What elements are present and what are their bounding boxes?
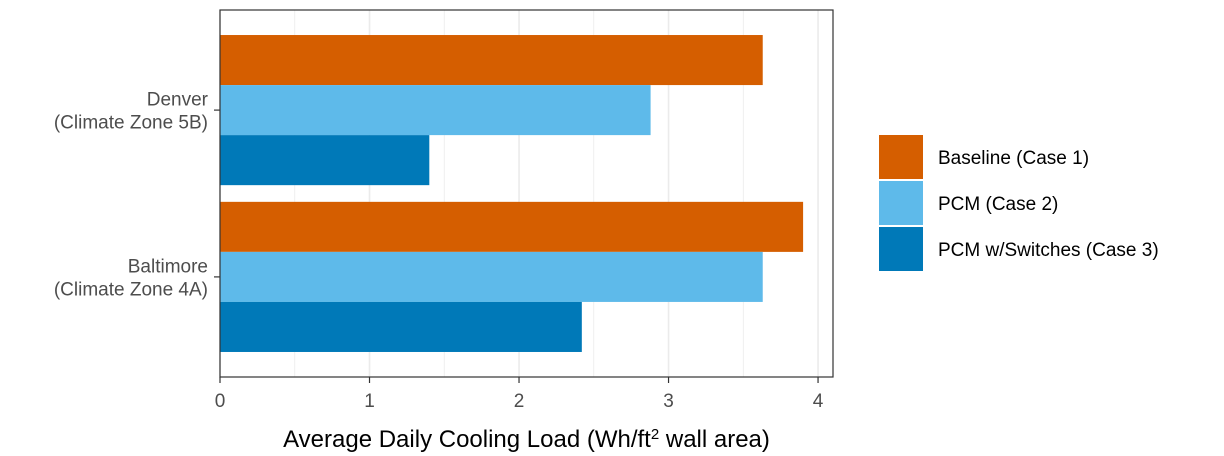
bars bbox=[220, 35, 804, 352]
legend-swatch bbox=[879, 181, 923, 225]
x-axis-label-tail: wall area) bbox=[659, 426, 770, 453]
bar bbox=[220, 201, 804, 252]
bar bbox=[220, 251, 763, 302]
category-label: (Climate Zone 5B) bbox=[54, 113, 208, 134]
x-tick-label: 4 bbox=[813, 391, 824, 412]
x-axis-label-sup: 2 bbox=[651, 426, 659, 443]
category-label: (Climate Zone 4A) bbox=[54, 279, 208, 300]
x-axis-ticks: 0 1 2 3 4 bbox=[215, 377, 824, 412]
legend: Baseline (Case 1) PCM (Case 2) PCM w/Switc… bbox=[879, 135, 1159, 271]
y-axis-category-labels: Denver(Climate Zone 5B) Baltimore(Climate… bbox=[54, 90, 220, 300]
bar bbox=[220, 301, 582, 352]
legend-swatch bbox=[879, 227, 923, 271]
plot-panel-border bbox=[219, 9, 834, 378]
category-label: Baltimore bbox=[128, 256, 208, 277]
x-tick-label: 1 bbox=[364, 391, 375, 412]
legend-label: Baseline (Case 1) bbox=[938, 148, 1089, 169]
legend-label: PCM (Case 2) bbox=[938, 194, 1058, 215]
x-axis-label: Average Daily Cooling Load (Wh/ft2 wall … bbox=[283, 426, 770, 454]
x-tick-label: 0 bbox=[215, 391, 226, 412]
x-axis-label-main: Average Daily Cooling Load (Wh/ft bbox=[283, 426, 651, 453]
legend-item: PCM (Case 2) bbox=[879, 181, 1058, 225]
legend-item: Baseline (Case 1) bbox=[879, 135, 1089, 179]
legend-label: PCM w/Switches (Case 3) bbox=[938, 240, 1159, 261]
legend-swatch bbox=[879, 135, 923, 179]
bar bbox=[220, 135, 430, 186]
bar bbox=[220, 35, 763, 86]
legend-item: PCM w/Switches (Case 3) bbox=[879, 227, 1159, 271]
category-label: Denver bbox=[147, 90, 209, 111]
x-tick-label: 3 bbox=[663, 391, 674, 412]
x-tick-label: 2 bbox=[514, 391, 525, 412]
bar bbox=[220, 85, 651, 136]
